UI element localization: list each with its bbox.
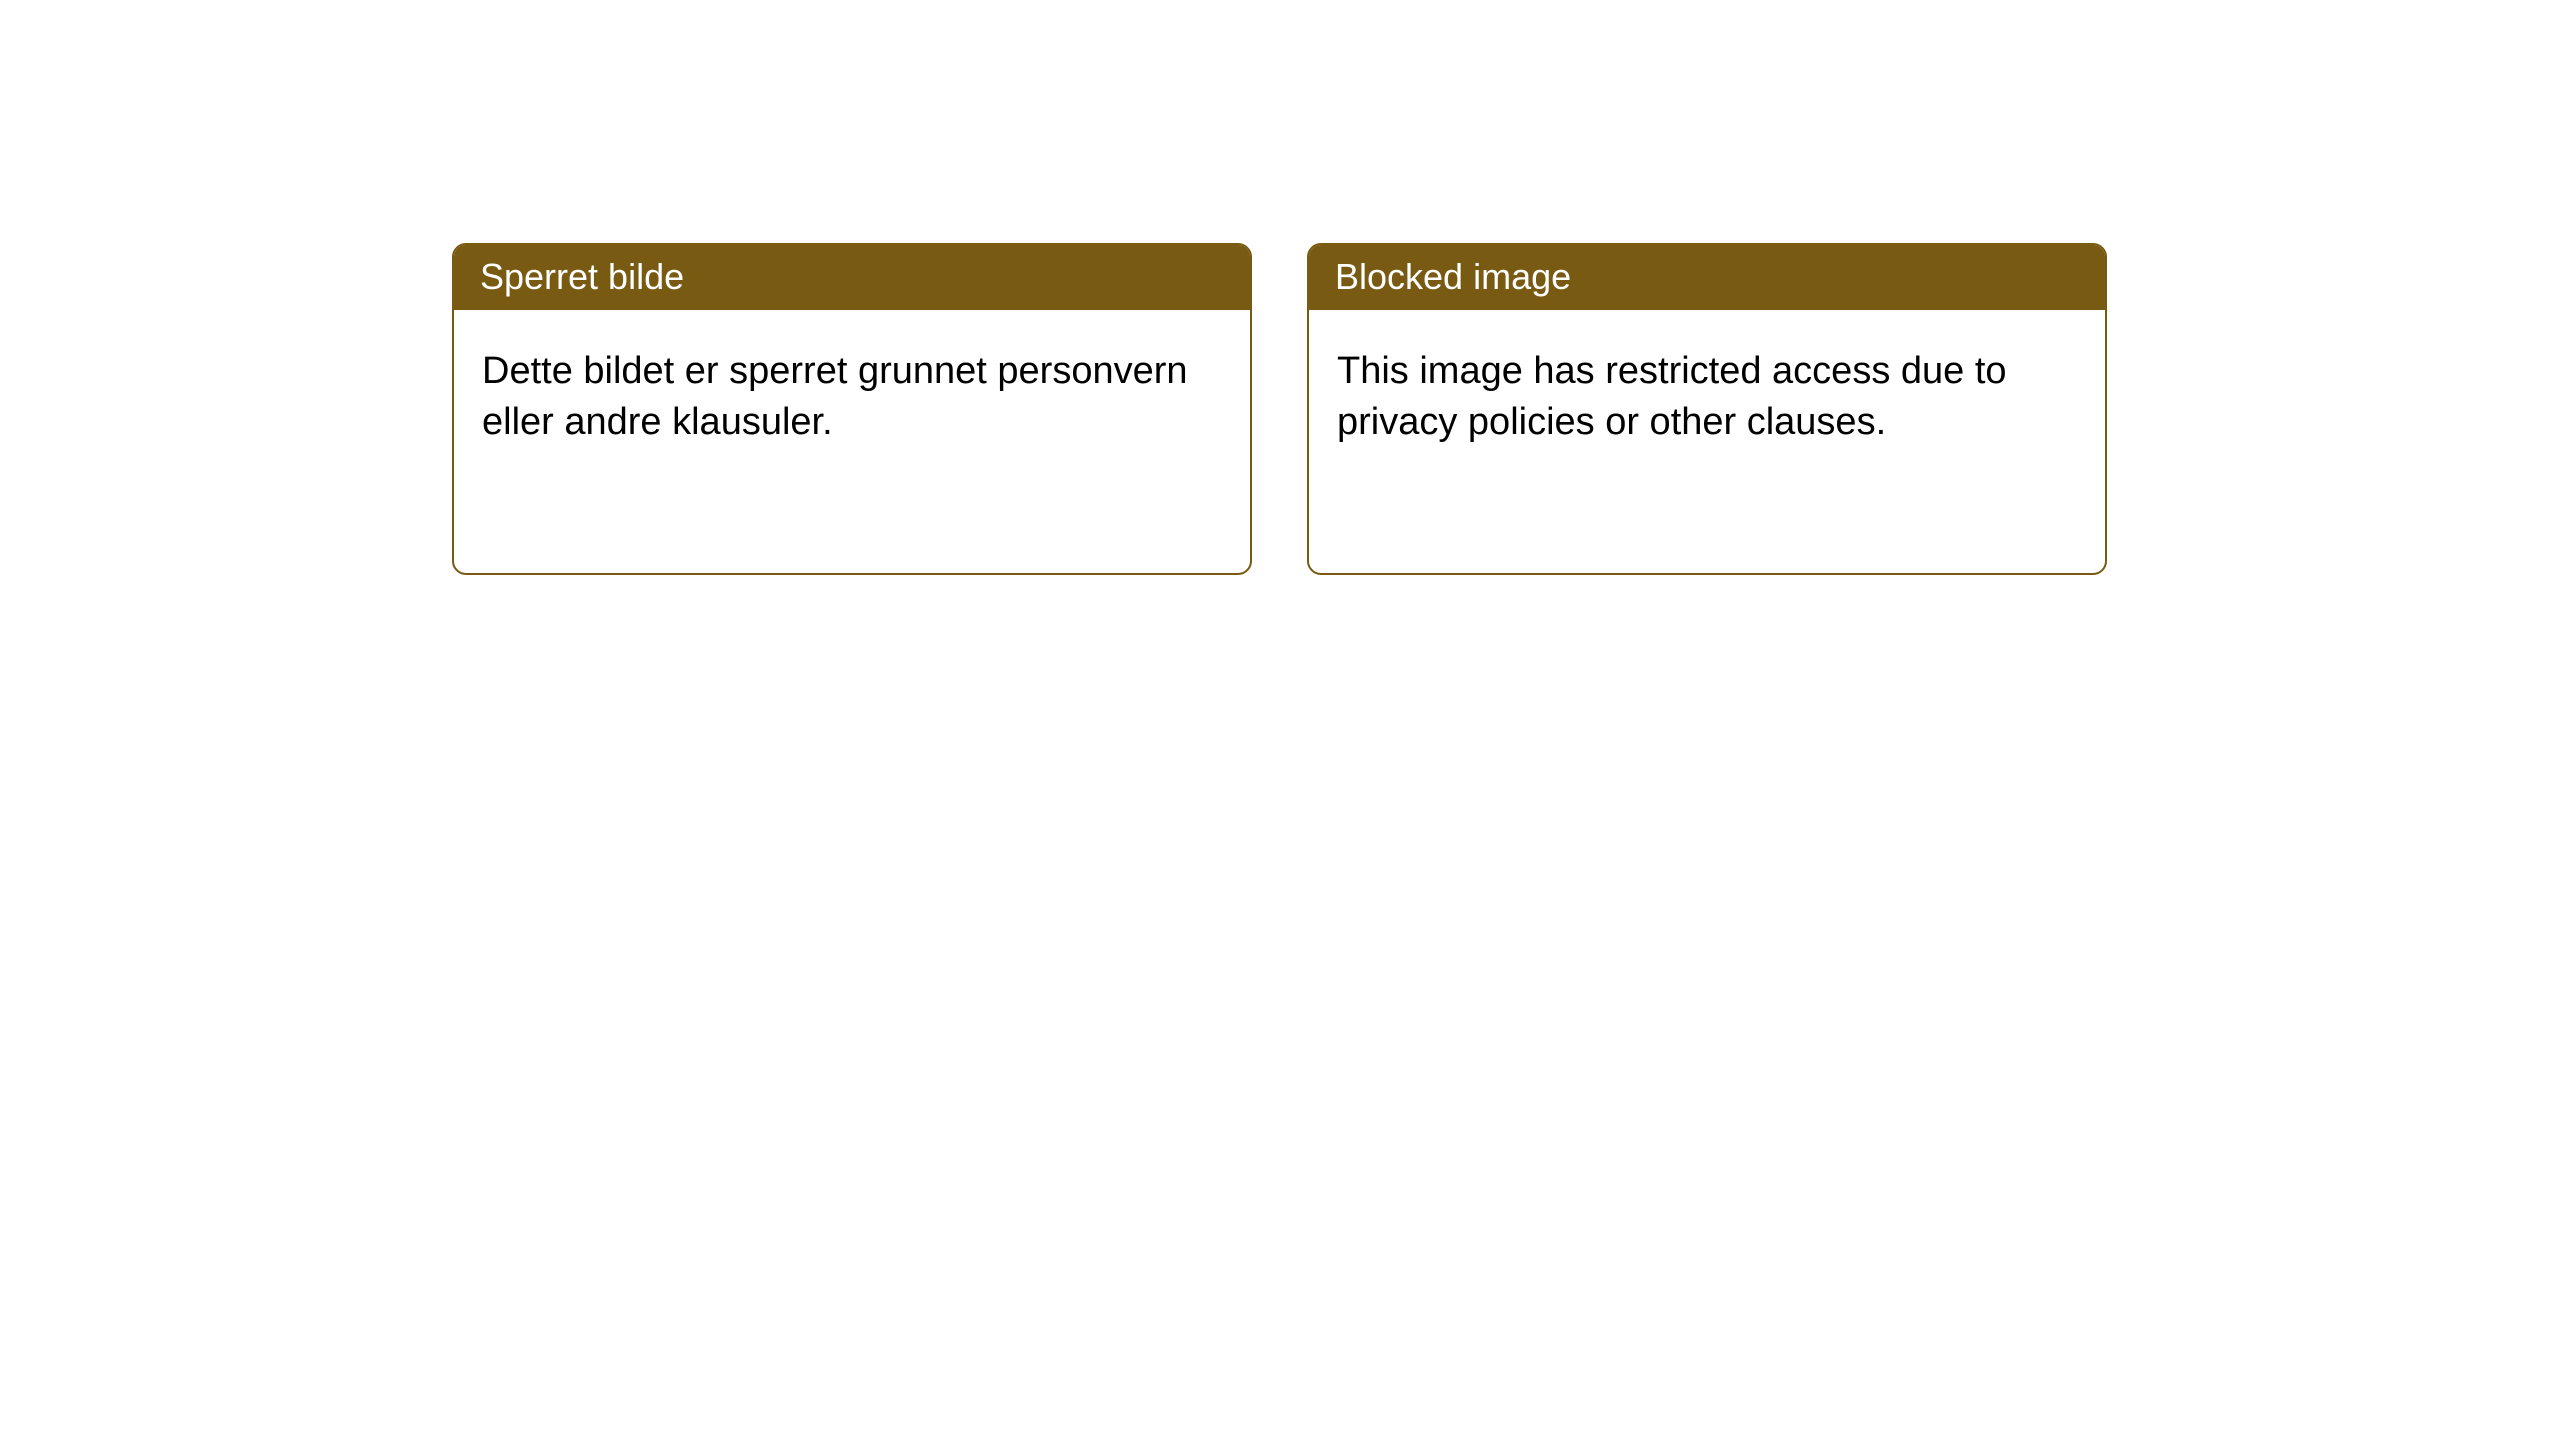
card-body-text: Dette bildet er sperret grunnet personve… <box>482 350 1188 443</box>
card-title: Sperret bilde <box>480 256 684 297</box>
card-header: Sperret bilde <box>454 245 1250 310</box>
notice-container: Sperret bilde Dette bildet er sperret gr… <box>0 0 2560 575</box>
notice-card-norwegian: Sperret bilde Dette bildet er sperret gr… <box>452 243 1252 575</box>
card-body-text: This image has restricted access due to … <box>1337 350 2007 443</box>
notice-card-english: Blocked image This image has restricted … <box>1307 243 2107 575</box>
card-body: This image has restricted access due to … <box>1309 310 2105 485</box>
card-title: Blocked image <box>1335 256 1571 297</box>
card-header: Blocked image <box>1309 245 2105 310</box>
card-body: Dette bildet er sperret grunnet personve… <box>454 310 1250 485</box>
